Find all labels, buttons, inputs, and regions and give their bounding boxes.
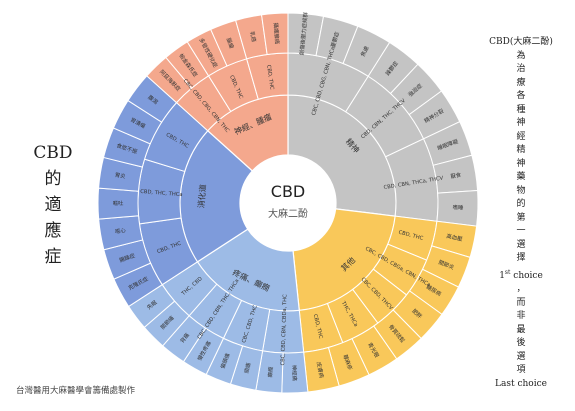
condition-label: 癲癇: [266, 366, 275, 378]
right-note-char: 各: [516, 91, 526, 101]
first-choice-sup: st: [504, 268, 511, 276]
condition-label: 乳癌: [248, 30, 258, 43]
right-note-last: Last choice: [495, 378, 547, 389]
right-note-char: 精: [516, 145, 526, 155]
condition-label: 胃炎: [114, 172, 126, 181]
cannabinoid-label: CBD, THC, THCa: [140, 189, 183, 198]
right-note-comma: ，: [516, 284, 526, 294]
left-title-char: 應: [44, 221, 62, 241]
right-note-char: 藥: [516, 172, 526, 182]
first-choice-word: choice: [510, 270, 543, 281]
condition-label: 攝護腺癌: [272, 22, 282, 45]
sector-name: 消化道: [196, 184, 208, 209]
center-title: CBD: [271, 182, 305, 201]
cannabinoid-label: CBD, THC: [265, 64, 274, 90]
right-note-char: 而: [516, 297, 526, 308]
right-note-vertical2: 而非最後選項: [486, 297, 556, 378]
right-note-vertical: 為治療各種神經精神藥物的第一選擇: [486, 50, 556, 266]
right-note-char: 療: [516, 77, 526, 88]
center-circle: [240, 155, 336, 251]
sector-3: [97, 75, 254, 308]
condition-label: 高血壓: [446, 232, 464, 243]
right-note-char: 一: [516, 226, 526, 236]
right-note-char: 為: [516, 50, 526, 61]
right-note-char: 經: [516, 131, 526, 142]
right-note-char: 項: [516, 365, 526, 375]
left-title: CBD 的 適 應 症: [28, 140, 78, 270]
condition-label: 嘔吐: [113, 199, 124, 207]
right-note-char: 神: [516, 158, 526, 169]
sector-outer-wedge: [260, 12, 289, 56]
center-subtitle: 大麻二酚: [268, 207, 308, 220]
condition-label: 神經痛: [290, 365, 299, 382]
right-note-char: 非: [516, 311, 526, 321]
right-note-char: 選: [516, 351, 526, 362]
right-note-first-choice: 1st choice: [486, 266, 556, 284]
left-title-char: 的: [44, 169, 62, 189]
right-note-line1: CBD(大麻二酚): [489, 37, 553, 47]
condition-label: 腦瘤: [225, 37, 236, 50]
condition-label: 嗜睡: [452, 203, 464, 211]
credit-text: 台灣醫用大麻醫學會籌備處製作: [16, 386, 136, 396]
left-title-char: 症: [44, 247, 62, 267]
left-title-char: 適: [44, 195, 62, 215]
cannabinoid-label: CBC, CBD, CBN, CBDa, THC: [280, 294, 288, 366]
right-note-char: 神: [516, 118, 526, 128]
first-choice-num: 1: [499, 270, 505, 281]
right-note-char: 後: [516, 338, 526, 348]
left-title-char: CBD: [33, 143, 73, 163]
cannabinoid-label: CBD, THC: [312, 314, 324, 340]
sector-2: [127, 228, 309, 394]
sector-1: [292, 208, 478, 393]
right-note-char: 種: [516, 104, 526, 115]
condition-label: 頭痛: [242, 361, 252, 374]
right-note-char: 擇: [516, 253, 526, 263]
right-note-char: 物: [516, 185, 526, 196]
right-note-char: 選: [516, 239, 526, 250]
right-note-char: 的: [516, 199, 526, 209]
right-note-char: 第: [516, 212, 526, 223]
right-note-char: 最: [516, 324, 526, 335]
condition-label: 厭食: [450, 171, 463, 181]
condition-label: 皮膚病: [315, 361, 326, 379]
sector-4: [146, 12, 289, 172]
sector-0: [287, 12, 479, 227]
right-note: CBD(大麻二酚) 為治療各種神經精神藥物的第一選擇 1st choice ， …: [486, 36, 556, 391]
right-note-char: 治: [516, 64, 526, 74]
condition-label: 噁心: [114, 227, 126, 236]
